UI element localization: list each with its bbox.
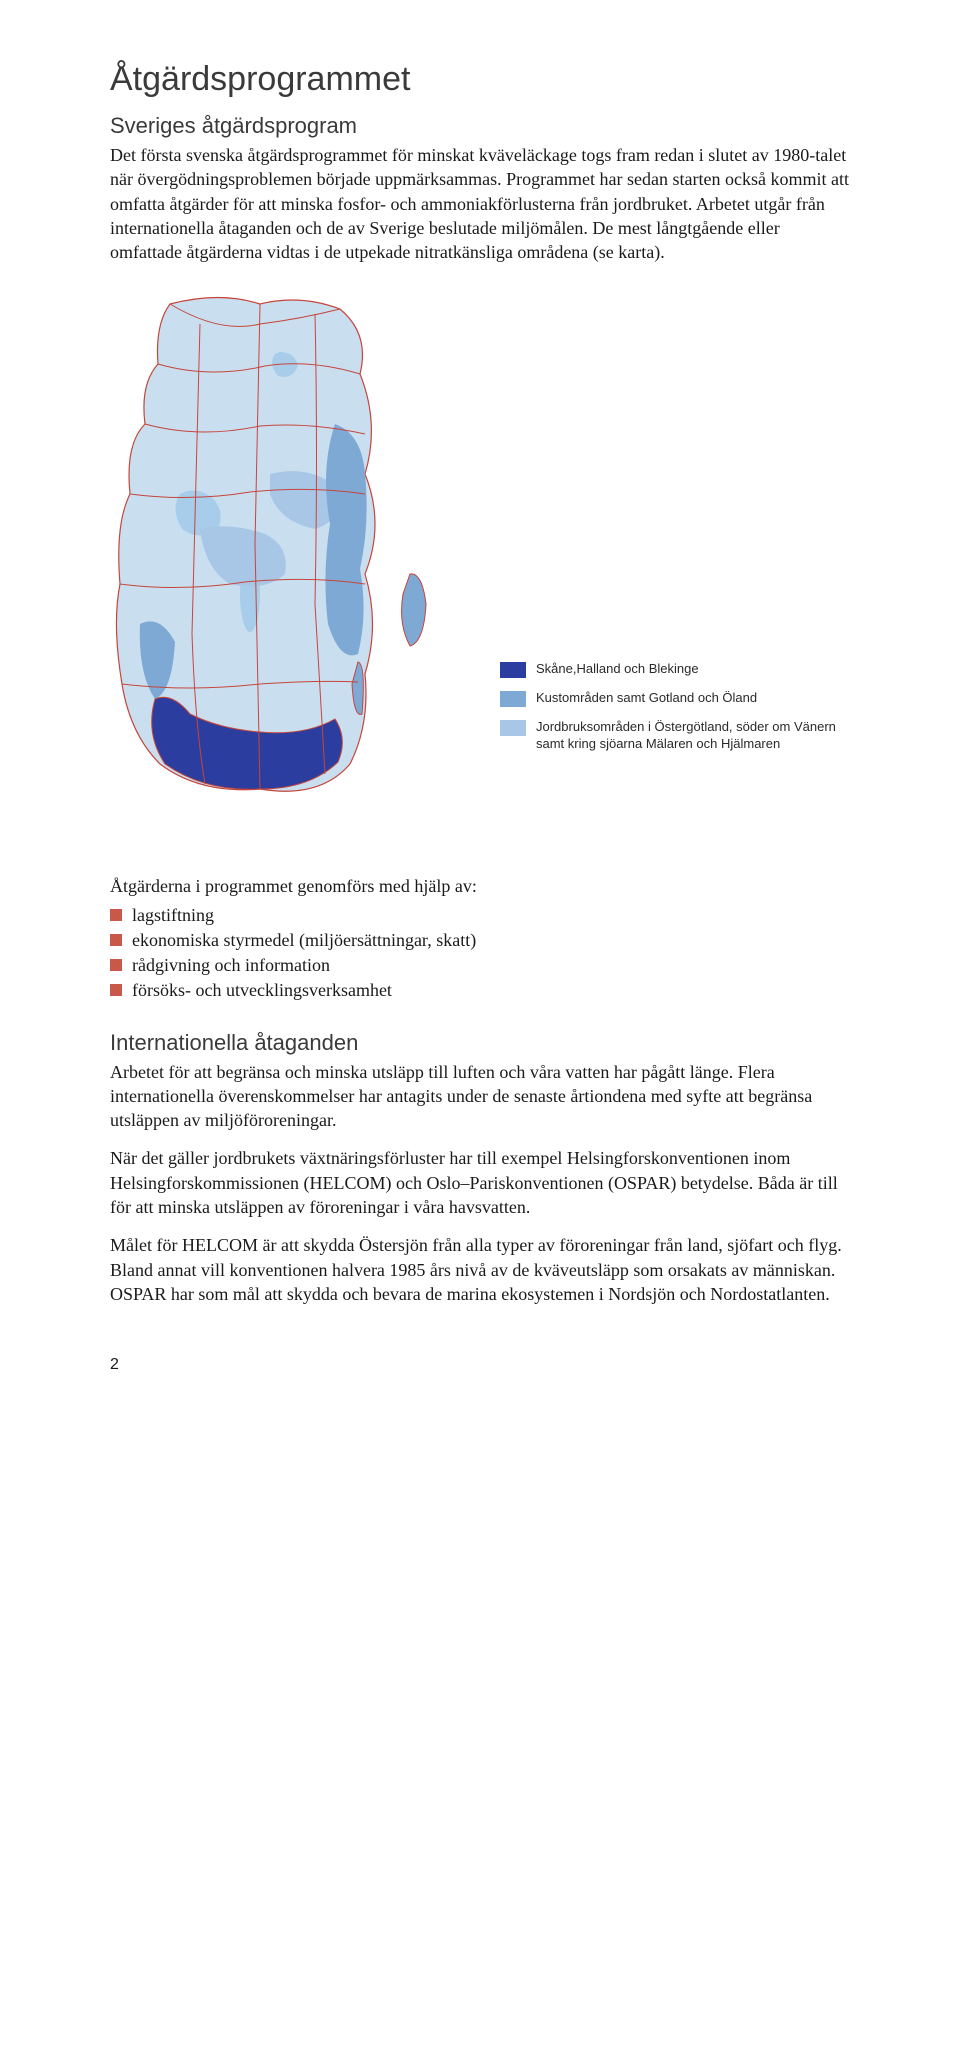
para-4: Målet för HELCOM är att skydda Östersjön… — [110, 1233, 850, 1306]
para-3: När det gäller jordbrukets växtnäringsfö… — [110, 1146, 850, 1219]
legend-swatch — [500, 662, 526, 678]
list-item-text: rådgivning och information — [132, 953, 330, 978]
bullet-square-icon — [110, 984, 122, 996]
list-item: försöks- och utvecklingsverksamhet — [110, 978, 850, 1003]
section2-heading: Internationella åtaganden — [110, 1030, 850, 1056]
legend-swatch — [500, 691, 526, 707]
bullet-square-icon — [110, 934, 122, 946]
map-figure: Skåne,Halland och Blekinge Kustområden s… — [110, 294, 850, 814]
legend-label: Jordbruksområden i Östergötland, söder o… — [536, 719, 850, 753]
sweden-map — [110, 294, 470, 814]
legend-swatch — [500, 720, 526, 736]
bullet-square-icon — [110, 959, 122, 971]
legend-label: Skåne,Halland och Blekinge — [536, 661, 699, 678]
legend-row: Skåne,Halland och Blekinge — [500, 661, 850, 678]
page-number: 2 — [110, 1356, 850, 1374]
list-item-text: ekonomiska styrmedel (miljöersättningar,… — [132, 928, 476, 953]
bullet-square-icon — [110, 909, 122, 921]
list-item: ekonomiska styrmedel (miljöersättningar,… — [110, 928, 850, 953]
list-item-text: lagstiftning — [132, 903, 214, 928]
list-item: lagstiftning — [110, 903, 850, 928]
list-item: rådgivning och information — [110, 953, 850, 978]
list-item-text: försöks- och utvecklingsverksamhet — [132, 978, 392, 1003]
intro-paragraph: Det första svenska åtgärdsprogrammet för… — [110, 143, 850, 264]
bullet-list: lagstiftning ekonomiska styrmedel (miljö… — [110, 903, 850, 1004]
legend-row: Jordbruksområden i Östergötland, söder o… — [500, 719, 850, 753]
region-mid-coast-east — [325, 424, 366, 655]
para-2: Arbetet för att begränsa och minska utsl… — [110, 1060, 850, 1133]
map-legend: Skåne,Halland och Blekinge Kustområden s… — [500, 661, 850, 815]
section1-heading: Sveriges åtgärdsprogram — [110, 113, 850, 139]
bullet-intro: Åtgärderna i programmet genomförs med hj… — [110, 874, 850, 898]
legend-row: Kustområden samt Gotland och Öland — [500, 690, 850, 707]
legend-label: Kustområden samt Gotland och Öland — [536, 690, 757, 707]
page-title: Åtgärdsprogrammet — [110, 60, 850, 99]
